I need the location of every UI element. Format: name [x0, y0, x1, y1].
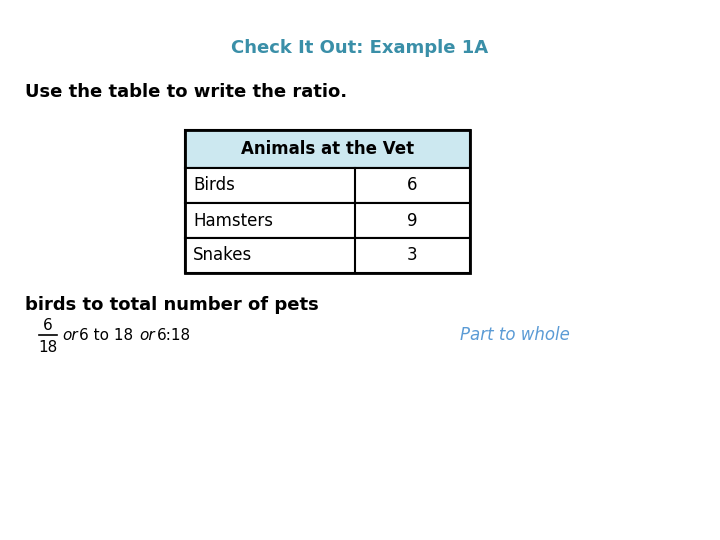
- Text: or: or: [62, 327, 78, 342]
- FancyBboxPatch shape: [185, 238, 470, 273]
- Text: 3: 3: [408, 246, 418, 265]
- Text: Snakes: Snakes: [193, 246, 252, 265]
- FancyBboxPatch shape: [185, 130, 470, 168]
- Text: 6: 6: [408, 177, 418, 194]
- Text: 6: 6: [43, 318, 53, 333]
- Text: 6 to 18: 6 to 18: [79, 327, 133, 342]
- Text: 6:18: 6:18: [157, 327, 191, 342]
- FancyBboxPatch shape: [185, 168, 470, 203]
- Text: Check It Out: Example 1A: Check It Out: Example 1A: [231, 39, 489, 57]
- Text: 18: 18: [38, 340, 58, 354]
- Text: or: or: [139, 327, 155, 342]
- Text: Hamsters: Hamsters: [193, 212, 273, 230]
- Text: Use the table to write the ratio.: Use the table to write the ratio.: [25, 83, 347, 101]
- Text: Animals at the Vet: Animals at the Vet: [241, 140, 414, 158]
- Text: Birds: Birds: [193, 177, 235, 194]
- FancyBboxPatch shape: [185, 203, 470, 238]
- Text: birds to total number of pets: birds to total number of pets: [25, 296, 319, 314]
- Text: Part to whole: Part to whole: [460, 326, 570, 344]
- Text: 9: 9: [408, 212, 418, 230]
